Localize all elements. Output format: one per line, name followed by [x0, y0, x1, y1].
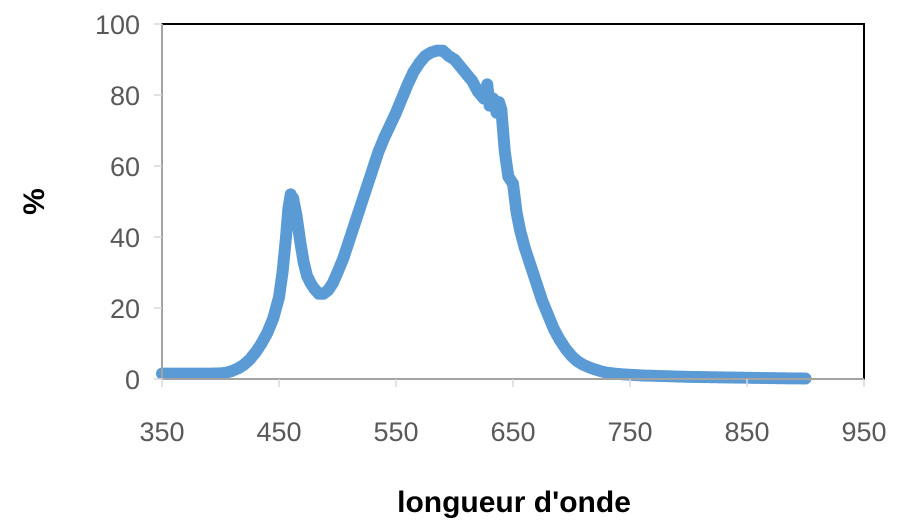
- y-tick-label: 80: [110, 81, 140, 111]
- x-tick-label: 450: [256, 417, 301, 447]
- x-tick-label: 350: [139, 417, 184, 447]
- x-tick-label: 850: [724, 417, 769, 447]
- y-axis-title: %: [18, 188, 51, 215]
- x-tick-label: 650: [490, 417, 535, 447]
- y-tick-label: 20: [110, 294, 140, 324]
- y-axis-ticks: 0 20 40 60 80 100: [95, 10, 162, 395]
- y-tick-label: 0: [125, 365, 140, 395]
- x-axis-ticks: 350 450 550 650 750 850 950: [139, 379, 887, 447]
- x-tick-label: 750: [607, 417, 652, 447]
- x-tick-label: 950: [841, 417, 886, 447]
- y-tick-label: 60: [110, 152, 140, 182]
- y-tick-label: 40: [110, 223, 140, 253]
- y-tick-label: 100: [95, 10, 140, 40]
- x-tick-label: 550: [373, 417, 418, 447]
- data-points: [156, 44, 812, 385]
- x-axis-title: longueur d'onde: [397, 486, 631, 519]
